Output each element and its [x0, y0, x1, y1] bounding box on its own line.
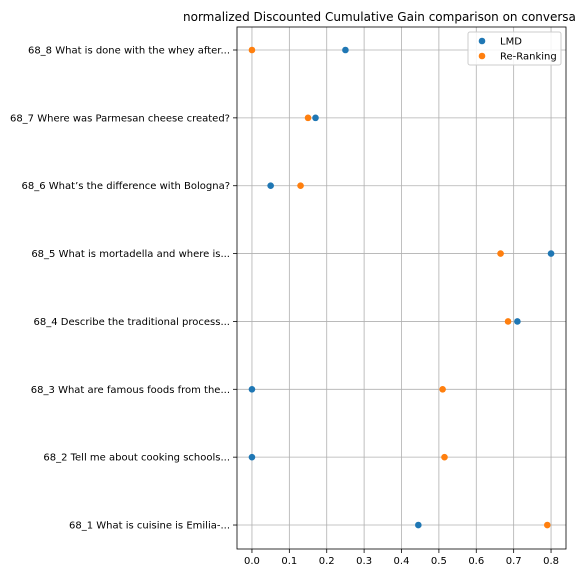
- x-tick-label: 0.1: [281, 556, 297, 567]
- legend: LMD Re-Ranking: [467, 31, 562, 66]
- lmd-point: [547, 250, 555, 257]
- legend-label-lmd: LMD: [500, 37, 522, 48]
- y-category-label: 68_8 What is done with the whey after...: [28, 46, 230, 57]
- x-tick-label: 0.6: [468, 556, 484, 567]
- x-tick-label: 0.5: [431, 556, 447, 567]
- legend-label-re-ranking: Re-Ranking: [500, 52, 557, 63]
- lmd-point: [514, 318, 521, 325]
- legend-box: [467, 31, 562, 66]
- y-category-label: 68_5 What is mortadella and where is...: [31, 249, 230, 260]
- x-tick-label: 0.7: [506, 556, 522, 567]
- lmd-point: [267, 182, 274, 190]
- y-category-label: 68_2 Tell me about cooking schools...: [43, 453, 230, 464]
- legend-marker-lmd: [478, 37, 486, 45]
- y-category-label: 68_7 Where was Parmesan cheese created?: [10, 113, 230, 124]
- re-ranking-point: [544, 521, 551, 529]
- x-tick-label: 0.2: [319, 556, 335, 567]
- lmd-point: [312, 114, 319, 122]
- re-ranking-point: [439, 386, 446, 393]
- x-axis-ticks: 0.0 0.1 0.2 0.3 0.4 0.5 0.6 0.7 0.8: [244, 549, 559, 567]
- lmd-point: [342, 46, 349, 54]
- chart-title: normalized Discounted Cumulative Gain co…: [183, 10, 576, 24]
- y-axis-category-labels: 68_8 What is done with the whey after...…: [10, 46, 237, 532]
- re-ranking-point: [297, 182, 304, 190]
- re-ranking-point: [504, 318, 512, 325]
- lmd-point: [248, 386, 256, 393]
- x-tick-label: 0.4: [394, 556, 410, 567]
- x-tick-label: 0.8: [543, 556, 559, 567]
- x-tick-label: 0.0: [244, 556, 260, 567]
- re-ranking-point: [497, 250, 504, 257]
- x-tick-label: 0.3: [356, 556, 372, 567]
- re-ranking-point: [304, 114, 312, 122]
- y-category-label: 68_6 What’s the difference with Bologna?: [22, 181, 230, 192]
- data-points: [248, 46, 555, 529]
- re-ranking-point: [441, 453, 448, 461]
- y-category-label: 68_4 Describe the traditional process...: [34, 317, 230, 328]
- y-category-label: 68_3 What are famous foods from the...: [31, 385, 230, 396]
- grid-lines: [237, 27, 566, 549]
- legend-marker-re-ranking: [478, 52, 486, 60]
- lmd-point: [248, 453, 256, 461]
- re-ranking-point: [248, 46, 256, 54]
- y-category-label: 68_1 What is cuisine is Emilia-...: [69, 521, 230, 532]
- lmd-point: [415, 521, 422, 529]
